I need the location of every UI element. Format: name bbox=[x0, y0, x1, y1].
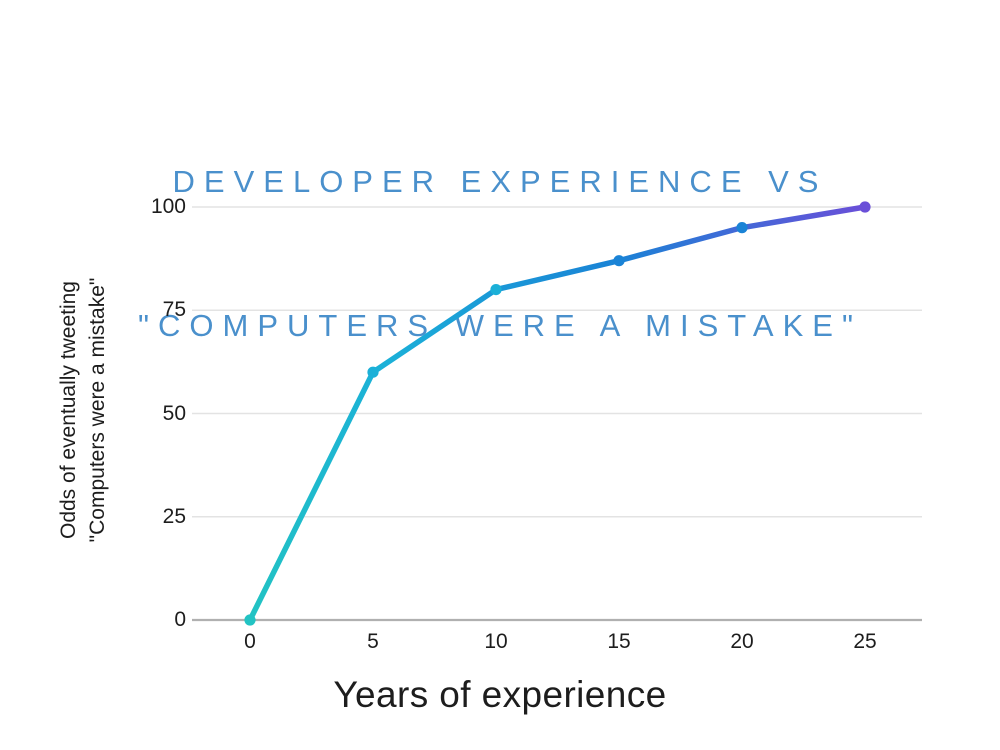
y-axis-tick-label: 100 bbox=[150, 195, 186, 218]
x-axis-tick-label: 10 bbox=[484, 630, 508, 653]
data-series-line bbox=[247, 204, 868, 623]
y-axis-title: Odds of eventually tweeting "Computers w… bbox=[44, 190, 122, 630]
y-axis-tick-label: 0 bbox=[174, 608, 186, 631]
data-point-marker[interactable] bbox=[736, 222, 748, 234]
chart-title-line-1: DEVELOPER EXPERIENCE VS bbox=[172, 164, 828, 199]
data-point-marker[interactable] bbox=[244, 614, 256, 626]
data-point-marker[interactable] bbox=[367, 366, 379, 378]
x-axis-tick-label: 0 bbox=[244, 630, 256, 653]
y-axis-tick-label: 50 bbox=[162, 401, 186, 425]
data-point-marker[interactable] bbox=[613, 255, 625, 267]
x-axis-tick-label: 25 bbox=[853, 630, 877, 653]
y-axis-tick-label: 75 bbox=[162, 298, 186, 322]
x-axis-tick-label: 5 bbox=[367, 630, 379, 653]
data-point-marker[interactable] bbox=[859, 201, 871, 213]
chart-title-line-2: "COMPUTERS WERE A MISTAKE" bbox=[138, 308, 862, 343]
series-polyline bbox=[247, 204, 868, 623]
gridlines bbox=[192, 206, 922, 622]
y-axis-title-line-1: Odds of eventually tweeting bbox=[57, 281, 80, 540]
y-axis-title-line-2: "Computers were a mistake" bbox=[86, 277, 109, 543]
chart-title: DEVELOPER EXPERIENCE VS "COMPUTERS WERE … bbox=[0, 62, 1000, 446]
data-point-marker[interactable] bbox=[490, 284, 502, 296]
data-point-markers bbox=[244, 201, 871, 626]
y-axis-tick-label: 25 bbox=[162, 504, 186, 528]
x-axis-title: Years of experience bbox=[333, 674, 667, 715]
x-axis-tick-label: 15 bbox=[607, 630, 631, 653]
x-axis-tick-label: 20 bbox=[730, 630, 754, 653]
